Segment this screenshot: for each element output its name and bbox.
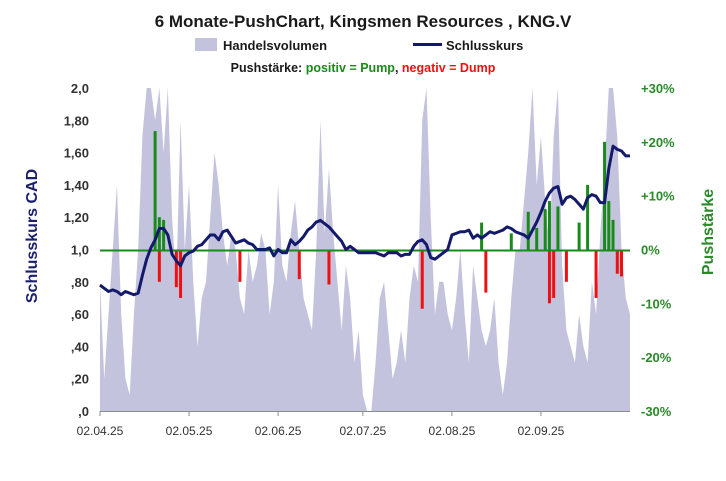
pump-bar xyxy=(586,184,590,250)
left-tick-label: 1,20 xyxy=(64,210,89,225)
right-tick-label: +20% xyxy=(641,135,675,150)
chart-title: 6 Monate-PushChart, Kingsmen Resources ,… xyxy=(155,12,572,31)
dump-bar xyxy=(484,249,488,293)
x-tick-label: 02.07.25 xyxy=(340,424,387,438)
left-tick-label: ,0 xyxy=(78,404,89,419)
x-tick-label: 02.05.25 xyxy=(166,424,213,438)
pushstaerke-prefix: Pushstärke: xyxy=(231,61,306,75)
dump-bar xyxy=(297,249,301,280)
pump-bar xyxy=(480,222,484,250)
right-tick-label: +10% xyxy=(641,189,675,204)
right-tick-label: -30% xyxy=(641,404,672,419)
pump-bar xyxy=(607,201,611,250)
left-tick-label: ,40 xyxy=(71,339,89,354)
pump-bar xyxy=(611,219,615,250)
pump-bar xyxy=(153,131,157,250)
left-tick-label: 1,0 xyxy=(71,243,89,258)
right-tick-label: -20% xyxy=(641,350,672,365)
close-line xyxy=(99,144,630,297)
x-tick-label: 02.09.25 xyxy=(518,424,565,438)
pump-bar xyxy=(577,222,581,250)
x-axis-ticks: 02.04.25 02.05.25 02.06.25 02.07.25 02.08.25… xyxy=(77,411,565,438)
legend-volume-swatch xyxy=(195,38,217,51)
pump-bar xyxy=(556,206,560,250)
left-tick-label: ,20 xyxy=(71,372,89,387)
dump-bar xyxy=(594,249,598,298)
volume-area xyxy=(100,88,630,411)
legend-volume-label: Handelsvolumen xyxy=(223,38,327,53)
pushstaerke-negative: negativ = Dump xyxy=(402,61,496,75)
left-tick-label: 2,0 xyxy=(71,81,89,96)
left-tick-label: ,80 xyxy=(71,275,89,290)
dump-bar xyxy=(174,249,178,288)
pump-bar xyxy=(162,219,166,250)
left-axis-ticks: ,0 ,20 ,40 ,60 ,80 1,0 1,20 1,40 1,60 1,80 2,0 xyxy=(64,81,89,419)
left-tick-label: ,60 xyxy=(71,307,89,322)
dump-bar xyxy=(157,249,161,282)
dump-bar xyxy=(420,249,424,309)
pump-bar xyxy=(535,227,539,250)
left-tick-label: 1,40 xyxy=(64,178,89,193)
right-tick-label: +30% xyxy=(641,81,675,96)
dump-bar xyxy=(552,249,556,298)
x-tick-label: 02.06.25 xyxy=(255,424,302,438)
legend-close-label: Schlusskurs xyxy=(446,38,523,53)
dump-bar xyxy=(564,249,568,282)
left-tick-label: 1,60 xyxy=(64,146,89,161)
dump-bar xyxy=(620,249,624,277)
left-tick-label: 1,80 xyxy=(64,113,89,128)
right-tick-label: -10% xyxy=(641,296,672,311)
pushstaerke-legend: Pushstärke: positiv = Pump, negativ = Du… xyxy=(231,61,496,75)
pump-bar xyxy=(526,211,530,250)
close-line-layer xyxy=(99,144,630,297)
pump-bar xyxy=(509,233,513,250)
dump-bar xyxy=(615,249,619,274)
x-tick-label: 02.08.25 xyxy=(429,424,476,438)
volume-area-path xyxy=(100,88,630,411)
pushstaerke-positive: positiv = Pump xyxy=(306,61,396,75)
pump-bar xyxy=(157,217,161,250)
pump-bar xyxy=(547,201,551,250)
dump-bar xyxy=(547,249,551,304)
right-axis-ticks: -30% -20% -10% 0% +10% +20% +30% xyxy=(641,81,675,419)
dump-bar xyxy=(238,249,242,282)
left-axis-title: Schlusskurs CAD xyxy=(24,169,41,303)
pump-bar xyxy=(543,209,547,250)
pushstaerke-separator: , xyxy=(395,61,402,75)
dump-bar xyxy=(327,249,331,285)
right-tick-label: 0% xyxy=(641,243,660,258)
x-tick-label: 02.04.25 xyxy=(77,424,124,438)
dump-bar xyxy=(179,249,183,298)
right-axis-title: Pushstärke xyxy=(700,189,717,275)
